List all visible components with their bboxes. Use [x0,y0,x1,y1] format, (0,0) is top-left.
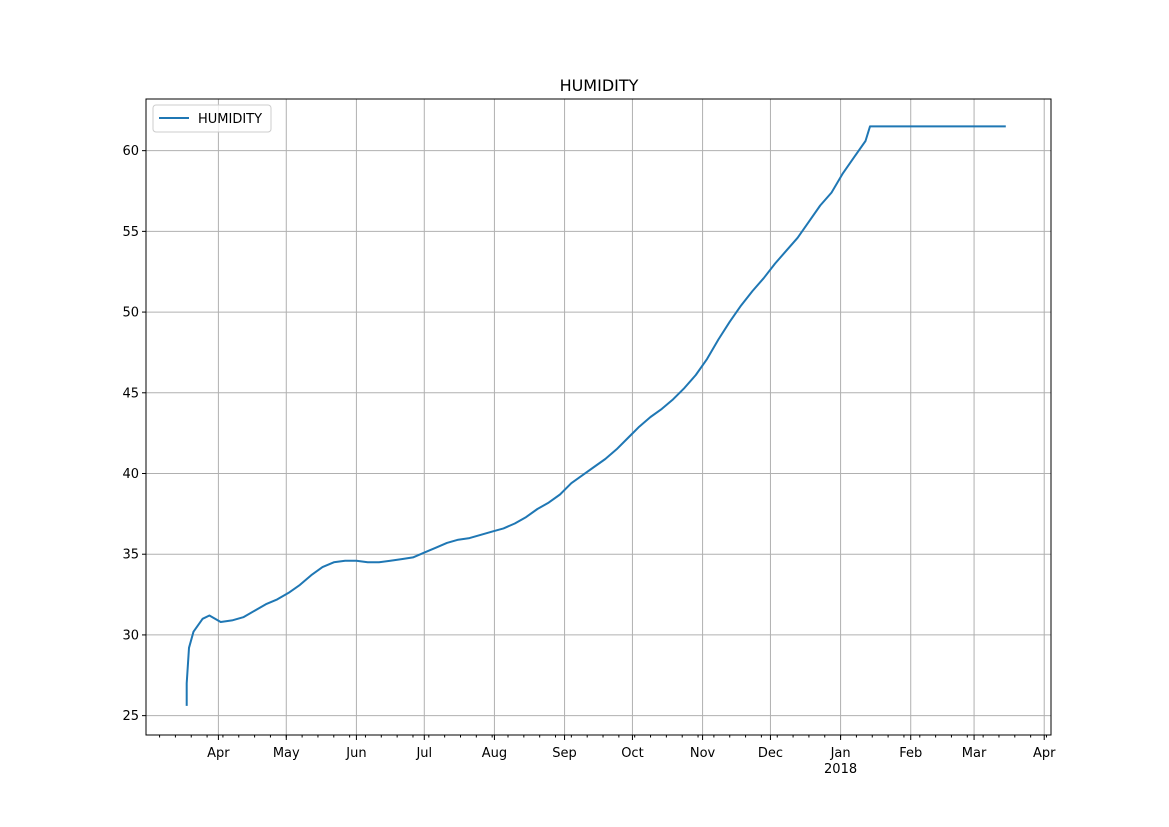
y-tick-label: 30 [122,628,139,643]
x-tick-label: Mar [962,746,987,761]
legend-label-humidity: HUMIDITY [198,112,262,127]
y-axis: 25 30 35 40 45 50 55 60 [122,144,146,724]
y-tick-label: 35 [122,548,139,563]
chart-title: HUMIDITY [560,76,639,95]
x-tick-label: Jul [415,746,432,761]
y-tick-label: 60 [122,144,139,159]
grid-lines [146,99,1051,735]
x-tick-label: Nov [690,746,716,761]
x-tick-label: Jun [345,746,366,761]
x-tick-label: Dec [758,746,783,761]
x-tick-label: Feb [899,746,922,761]
series-line-humidity [185,125,1006,706]
y-tick-label: 50 [122,306,139,321]
x-tick-year-label: 2018 [824,762,857,777]
y-tick-label: 45 [122,386,139,401]
x-tick-label: Apr [1033,746,1056,761]
x-tick-label: Sep [552,746,577,761]
y-tick-label: 40 [122,467,139,482]
legend: HUMIDITY [152,104,272,133]
x-tick-label: Jan [830,746,851,761]
x-tick-label: May [273,746,300,761]
x-tick-label: Apr [207,746,230,761]
series-layer [185,125,1006,706]
plot-frame [145,98,1052,736]
legend-box [152,104,272,133]
x-tick-label: Aug [482,746,507,761]
x-tick-label: Oct [621,746,643,761]
y-tick-label: 55 [122,225,139,240]
y-tick-label: 25 [122,709,139,724]
